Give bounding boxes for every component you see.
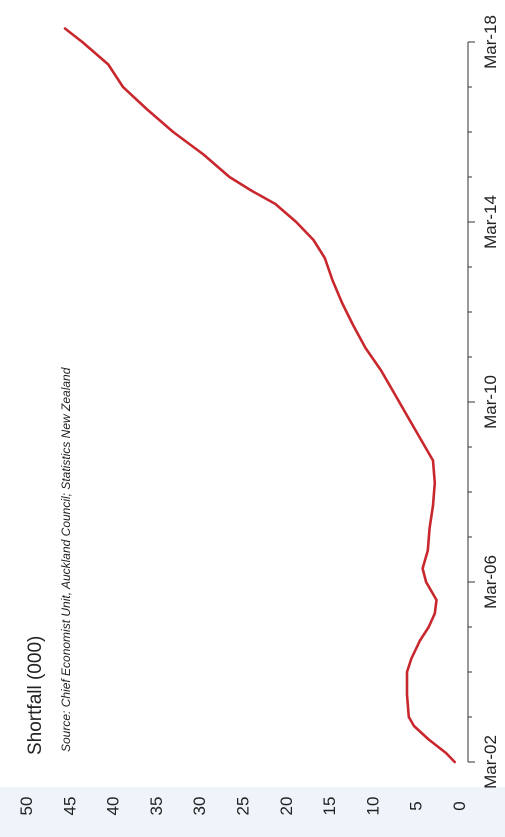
time-tick-label: Mar-10 <box>481 375 500 429</box>
value-tick-label: 40 <box>104 797 123 816</box>
time-tick-label: Mar-02 <box>481 735 500 789</box>
value-tick-label: 25 <box>234 797 253 816</box>
bottom-band <box>0 787 505 837</box>
time-tick-label: Mar-18 <box>481 15 500 69</box>
value-tick-label: 30 <box>190 797 209 816</box>
value-tick-label: 50 <box>17 797 36 816</box>
shortfall-series-line <box>63 27 457 764</box>
value-tick-label: 20 <box>277 797 296 816</box>
value-tick-label: 0 <box>450 801 469 810</box>
value-tick-label: 45 <box>60 797 79 816</box>
value-tick-label: 15 <box>320 797 339 816</box>
time-tick-label: Mar-06 <box>481 555 500 609</box>
value-tick-label: 10 <box>363 797 382 816</box>
value-tick-label: 35 <box>147 797 166 816</box>
chart-source-note: Source: Chief Economist Unit, Auckland C… <box>59 367 73 752</box>
time-tick-label: Mar-14 <box>481 195 500 249</box>
chart-title: Shortfall (000) <box>25 636 46 755</box>
value-tick-label: 5 <box>407 801 426 810</box>
